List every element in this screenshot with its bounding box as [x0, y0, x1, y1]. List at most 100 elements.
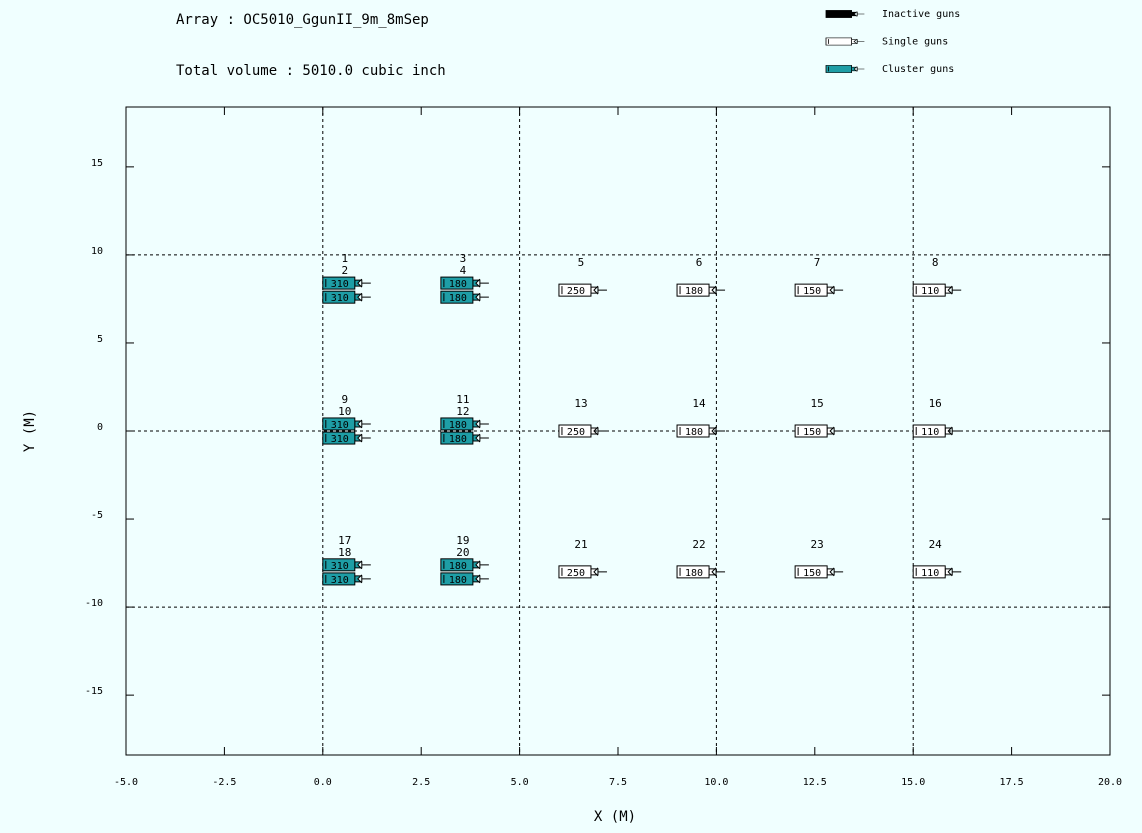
gun-number: 21	[574, 538, 587, 551]
gun-number: 1	[341, 252, 348, 265]
gun-body	[794, 565, 828, 579]
gun-number: 16	[929, 397, 942, 410]
legend-label: Single guns	[882, 37, 948, 48]
gun-number: 9	[341, 393, 348, 406]
gun-volume: 180	[449, 434, 467, 445]
y-tick-label: -5	[91, 510, 103, 521]
gun-number: 13	[574, 397, 587, 410]
gun-nozzle	[590, 567, 607, 577]
gun-nozzle	[826, 285, 844, 295]
gun: 180	[440, 290, 489, 304]
gun: 110	[912, 283, 962, 297]
gun-number: 2	[341, 264, 348, 277]
gun-volume: 110	[921, 568, 939, 579]
gun-body	[676, 424, 710, 438]
gun-volume: 150	[803, 286, 821, 297]
gun-number: 10	[338, 405, 351, 418]
gun: 180	[440, 276, 489, 290]
gun-body	[322, 290, 356, 304]
gun-nozzle	[354, 278, 371, 288]
gun-nozzle	[472, 419, 489, 429]
gun-nozzle	[354, 574, 371, 584]
gun-number: 7	[814, 256, 821, 269]
gun: 310	[322, 276, 371, 290]
gun-nozzle	[472, 433, 489, 443]
gun: 180	[440, 417, 489, 431]
legend-item: Inactive guns	[825, 9, 960, 20]
gun-nozzle	[708, 285, 726, 295]
gun-volume: 180	[449, 561, 467, 572]
gun-nozzle	[851, 11, 865, 17]
gun-nozzle	[472, 560, 489, 570]
gun: 110	[912, 424, 962, 438]
gun-volume: 310	[331, 420, 349, 431]
x-tick-label: 2.5	[412, 777, 430, 788]
x-tick-label: -5.0	[114, 777, 138, 788]
gun-volume: 180	[685, 568, 703, 579]
gun: 180	[440, 558, 489, 572]
gun-volume: 180	[685, 286, 703, 297]
gun-number: 24	[929, 538, 943, 551]
gun-volume: 150	[803, 427, 821, 438]
gun-number: 17	[338, 534, 351, 547]
gun-body	[322, 572, 356, 586]
gun-body	[440, 572, 474, 586]
gun-nozzle	[944, 285, 962, 295]
gun-body	[912, 283, 946, 297]
gun-nozzle	[472, 292, 489, 302]
gun-volume: 180	[685, 427, 703, 438]
gun-body	[676, 565, 710, 579]
x-tick-label: 7.5	[609, 777, 627, 788]
gun-body	[558, 565, 592, 579]
x-axis-label: X (M)	[594, 809, 636, 825]
gun-body	[558, 424, 592, 438]
gun: 180	[676, 424, 726, 438]
x-tick-label: 15.0	[901, 777, 925, 788]
x-tick-label: 20.0	[1098, 777, 1122, 788]
x-tick-label: 10.0	[704, 777, 728, 788]
y-tick-label: 15	[91, 158, 103, 169]
legend-icon	[825, 37, 865, 46]
gun: 310	[322, 290, 371, 304]
gun-number: 11	[456, 393, 469, 406]
legend-icon	[825, 65, 865, 73]
gun-volume: 150	[803, 568, 821, 579]
gun-body	[912, 565, 946, 579]
legend-item: Single guns	[825, 37, 948, 48]
gun-number: 5	[578, 256, 585, 269]
gun: 310	[322, 417, 371, 431]
gun-number: 8	[932, 256, 939, 269]
gun-nozzle	[826, 567, 844, 577]
gun-volume: 310	[331, 561, 349, 572]
gun: 250	[558, 283, 607, 297]
gun-volume: 110	[921, 286, 939, 297]
gun-body	[440, 290, 474, 304]
gun-nozzle	[354, 560, 371, 570]
x-tick-label: 5.0	[511, 777, 529, 788]
gun: 250	[558, 424, 607, 438]
gun-volume: 180	[449, 293, 467, 304]
gun: 150	[794, 565, 844, 579]
gun-nozzle	[944, 426, 962, 436]
y-tick-label: -10	[85, 598, 103, 609]
gun: 110	[912, 565, 962, 579]
gun-body	[558, 283, 592, 297]
gun-nozzle	[354, 419, 371, 429]
gun: 310	[322, 572, 371, 586]
gun: 250	[558, 565, 607, 579]
gun-nozzle	[851, 38, 865, 45]
gun-number: 3	[460, 252, 467, 265]
gun-volume: 310	[331, 293, 349, 304]
gun-number: 18	[338, 546, 351, 559]
gun-body	[322, 417, 356, 431]
gun-nozzle	[590, 285, 607, 295]
gun-volume: 250	[567, 427, 585, 438]
gun-number: 19	[456, 534, 469, 547]
gun-body	[825, 10, 853, 18]
gun: 150	[794, 283, 844, 297]
gun-number: 15	[810, 397, 823, 410]
y-tick-label: 0	[97, 422, 103, 433]
gun: 180	[440, 431, 489, 445]
gun-number: 14	[692, 397, 706, 410]
